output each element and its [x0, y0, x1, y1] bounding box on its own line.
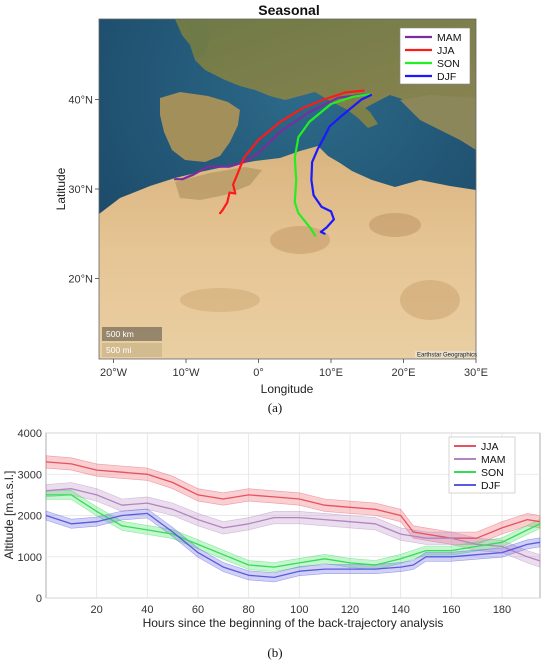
- scale-bar: 500 km 500 mi: [102, 327, 162, 357]
- trajectory-jja: [219, 89, 365, 215]
- relief-4: [400, 280, 460, 320]
- line-xtick-label: 120: [341, 604, 359, 616]
- line-ytick-label: 2000: [18, 511, 42, 523]
- series-djf: [45, 512, 541, 579]
- map-trajectories: [174, 89, 372, 237]
- map-xtick-label: 10°W: [172, 367, 200, 379]
- trajectory-son: [293, 93, 370, 237]
- trajectory-mam: [174, 93, 369, 181]
- band-mam: [45, 482, 541, 568]
- map-title: Seasonal: [258, 2, 319, 18]
- map-xtick-label: 0°: [253, 367, 264, 379]
- scale-km: 500 km: [106, 329, 134, 339]
- line-xtick-label: 80: [243, 604, 255, 616]
- relief-3: [180, 288, 260, 312]
- line-xtick-label: 60: [192, 604, 204, 616]
- line-xlabel: Hours since the beginning of the back-tr…: [143, 616, 444, 630]
- map-xtick-label: 10°E: [319, 367, 343, 379]
- map-ytick-label: 20°N: [68, 273, 93, 285]
- scale-mi: 500 mi: [106, 345, 132, 355]
- map-credit-text: Earthstar Geographics: [417, 353, 477, 359]
- caption-a: (a): [268, 400, 282, 415]
- balkans-land: [400, 95, 476, 150]
- map-legend-label: MAM: [437, 32, 462, 44]
- caption-b: (b): [267, 645, 282, 660]
- map-legend-label: DJF: [437, 71, 456, 83]
- map-xtick-label: 30°E: [464, 367, 488, 379]
- line-legend-label: DJF: [481, 480, 500, 492]
- line-xtick-label: 180: [493, 604, 511, 616]
- map-ylabel: Latitude: [54, 167, 68, 210]
- iberia-land: [160, 92, 240, 162]
- map-xlabel: Longitude: [261, 382, 314, 396]
- line-ticks: 20 40 60 80 100 120 140 160 180 0 1000 2000 3000 4000: [18, 428, 512, 616]
- series-jja: [45, 461, 541, 539]
- relief-2: [369, 213, 421, 237]
- map-xtick-label: 20°E: [392, 367, 416, 379]
- map-ytick-label: 40°N: [68, 95, 93, 107]
- line-ytick-label: 0: [36, 593, 42, 605]
- series-son: [46, 494, 541, 568]
- atlas-region: [175, 167, 262, 200]
- line-ytick-label: 1000: [18, 552, 42, 564]
- trajectory-djf: [310, 94, 372, 235]
- line-xtick-label: 140: [391, 604, 409, 616]
- map-ticks: 20°W 10°W 0° 10°E 20°E 30°E 20°N 30°N 40°N: [68, 95, 488, 379]
- line-legend-label: MAM: [481, 454, 506, 466]
- map-legend-label: JJA: [437, 45, 455, 57]
- britain-land: [186, 22, 210, 60]
- line-xtick-label: 40: [141, 604, 153, 616]
- map-ytick-label: 30°N: [68, 184, 93, 196]
- line-xtick-label: 160: [442, 604, 460, 616]
- relief-1: [270, 226, 330, 254]
- line-xtick-label: 20: [91, 604, 103, 616]
- line-legend-label: JJA: [481, 441, 499, 453]
- line-ytick-label: 3000: [18, 469, 42, 481]
- map-credit: Earthstar Geographics: [415, 351, 477, 359]
- series-mam: [45, 488, 541, 562]
- line-xtick-label: 100: [290, 604, 308, 616]
- line-series: [45, 461, 541, 579]
- line-legend-label: SON: [481, 467, 504, 479]
- map-xtick-label: 20°W: [100, 367, 128, 379]
- band-son: [45, 490, 541, 572]
- line-ylabel: Altitude [m.a.s.l.]: [2, 471, 16, 560]
- map-legend-label: SON: [437, 58, 460, 70]
- line-ytick-label: 4000: [18, 428, 42, 440]
